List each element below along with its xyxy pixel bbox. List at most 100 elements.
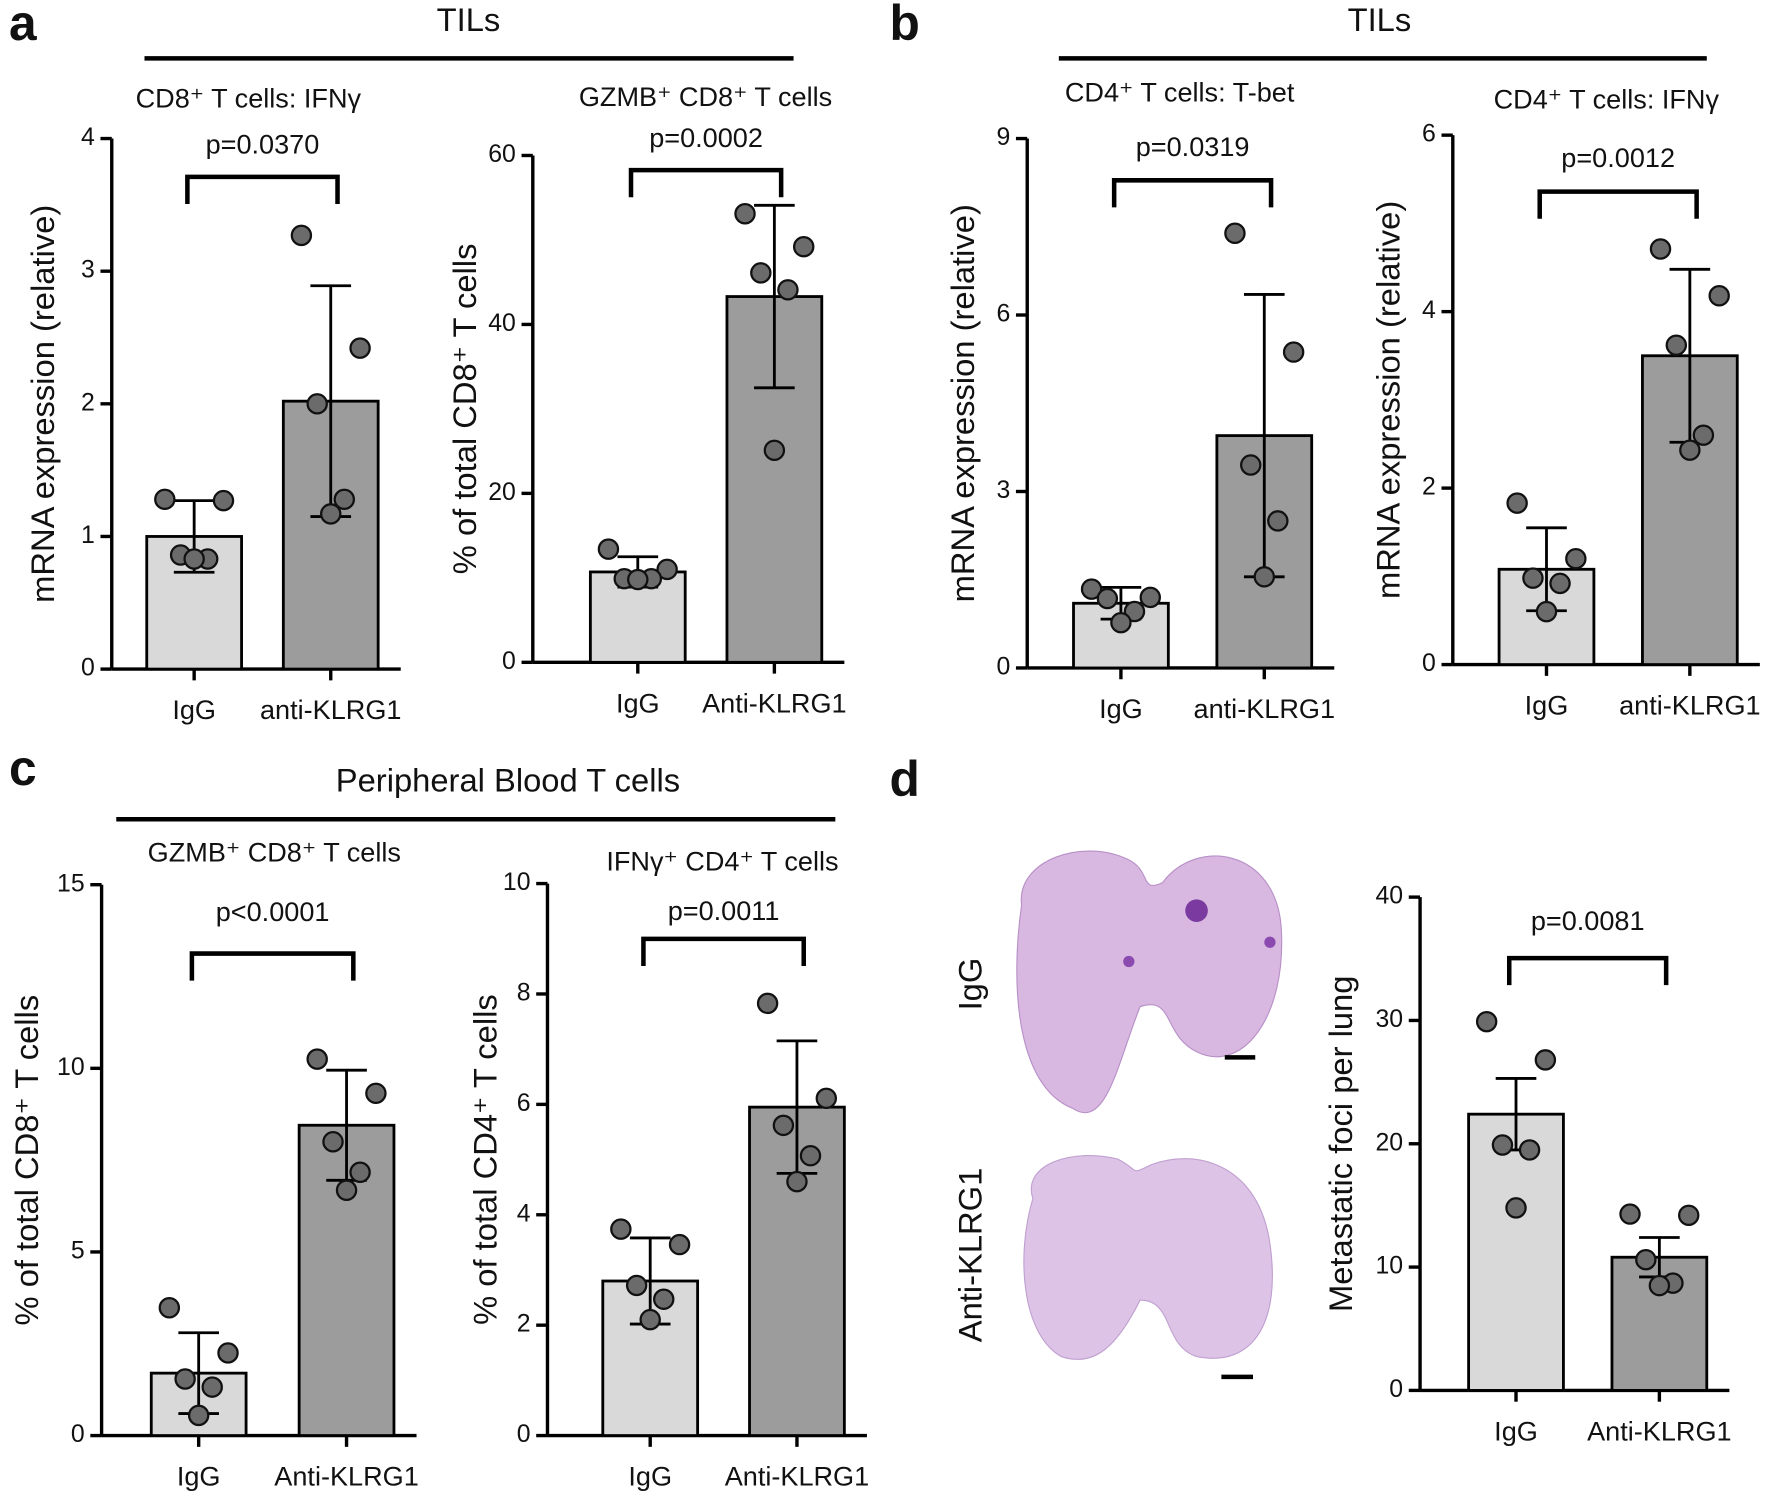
data-point	[1475, 1010, 1498, 1033]
y-tick-label: 0	[71, 1421, 85, 1448]
y-tick-label: 30	[1376, 1006, 1404, 1033]
panel-label: c	[9, 740, 37, 796]
data-point	[1282, 341, 1305, 363]
data-point	[793, 235, 815, 258]
data-point	[306, 1048, 328, 1070]
data-point	[365, 1082, 387, 1105]
chart: 0 2 4 6 CD4⁺ T cells: IFNγ mRNA expression (r…	[1369, 83, 1760, 720]
data-point	[217, 1342, 239, 1364]
data-point	[1692, 424, 1715, 446]
chart: 0 2 4 6 8 10 IFNγ⁺ CD4⁺ T cells % of total CD4⁺…	[466, 845, 869, 1491]
data-point	[1123, 600, 1146, 623]
significance-bracket	[1111, 178, 1274, 208]
y-tick-label: 8	[517, 980, 531, 1007]
y-axis-label: % of total CD4⁺ T cells	[466, 994, 503, 1325]
error-bar	[754, 203, 795, 390]
y-tick-label: 0	[502, 648, 516, 675]
data-point	[1240, 454, 1262, 476]
data-point	[212, 489, 235, 512]
y-axis-label: mRNA expression (relative)	[944, 204, 981, 602]
y-tick-label: 4	[81, 124, 95, 151]
y-tick-label: 6	[996, 301, 1010, 328]
data-point	[756, 992, 779, 1015]
data-point	[1535, 600, 1558, 623]
data-point	[349, 337, 371, 359]
data-point	[306, 393, 328, 415]
data-point	[1139, 586, 1161, 609]
y-tick-label: 1	[81, 522, 95, 549]
p-value: p=0.0012	[1561, 142, 1675, 173]
data-point	[1506, 492, 1528, 514]
chart: 0 10 20 30 40 Metastatic foci per lung IgG Anti…	[1322, 883, 1732, 1447]
significance-bracket	[628, 167, 784, 198]
data-point	[668, 1233, 691, 1256]
chart-title: IFNγ⁺ CD4⁺ T cells	[606, 845, 838, 876]
data-point	[201, 1376, 223, 1398]
chart: 0 3 6 9 CD4⁺ T cells: T-bet mRNA expression (…	[944, 77, 1335, 724]
data-point	[627, 568, 649, 591]
significance-bracket	[641, 936, 806, 966]
data-point	[1224, 222, 1246, 244]
chart: 0 20 40 60 GZMB⁺ CD8⁺ T cells % of total CD8⁺…	[446, 81, 847, 718]
data-point	[799, 1144, 822, 1167]
y-tick-label: 9	[996, 124, 1010, 151]
data-point	[158, 1297, 181, 1319]
data-point	[653, 1288, 675, 1310]
p-value: p=0.0370	[206, 129, 320, 160]
x-tick-label: IgG	[628, 1461, 672, 1492]
y-tick-label: 20	[488, 479, 516, 506]
significance-bracket	[1537, 189, 1699, 219]
x-tick-label: IgG	[616, 687, 660, 718]
y-tick-label: 40	[488, 310, 516, 337]
p-value: p=0.0081	[1531, 905, 1645, 936]
data-point	[1080, 578, 1103, 600]
y-tick-label: 2	[81, 389, 95, 416]
bar	[1610, 1255, 1709, 1392]
chart-title: CD4⁺ T cells: T-bet	[1065, 77, 1295, 108]
y-axis-label: % of total CD8⁺ T cells	[446, 244, 483, 575]
y-tick-label: 40	[1376, 883, 1404, 910]
y-tick-label: 3	[81, 257, 95, 284]
y-tick-label: 4	[517, 1200, 531, 1227]
data-point	[290, 224, 313, 247]
group-title: Peripheral Blood T cells	[336, 762, 680, 799]
data-point	[1708, 285, 1730, 307]
significance-bracket	[189, 951, 356, 981]
data-point	[1096, 587, 1119, 610]
y-axis-label: mRNA expression (relative)	[24, 205, 61, 603]
x-tick-label: IgG	[1099, 693, 1143, 724]
chart: 0 5 10 15 GZMB⁺ CD8⁺ T cells % of total CD8⁺ …	[8, 836, 419, 1491]
data-point	[1635, 1248, 1657, 1271]
data-point	[1267, 510, 1289, 532]
data-point	[656, 558, 678, 581]
data-point	[1253, 566, 1276, 588]
y-tick-label: 10	[57, 1054, 85, 1081]
x-tick-label: Anti-KLRG1	[274, 1461, 418, 1492]
data-point	[1518, 1139, 1541, 1161]
image-label: Anti-KLRG1	[952, 1168, 989, 1343]
y-tick-label: 0	[517, 1421, 531, 1448]
data-point	[1679, 439, 1701, 461]
x-tick-label: anti-KLRG1	[260, 694, 401, 725]
data-point	[1565, 547, 1587, 570]
panel-label: b	[890, 0, 920, 51]
bar	[1467, 1112, 1565, 1392]
y-tick-label: 20	[1376, 1129, 1404, 1156]
data-point	[786, 1170, 808, 1193]
data-point	[1534, 1049, 1557, 1071]
group-title: TILs	[1348, 1, 1412, 38]
data-point	[1649, 238, 1672, 260]
significance-bracket	[1506, 955, 1669, 986]
data-point	[597, 538, 620, 560]
y-tick-label: 6	[517, 1090, 531, 1117]
lesion	[1185, 899, 1208, 922]
data-point	[610, 1218, 632, 1240]
data-point	[187, 1404, 210, 1427]
y-tick-label: 6	[1422, 121, 1436, 148]
data-point	[349, 1161, 371, 1183]
x-tick-label: IgG	[1525, 690, 1569, 721]
lesion	[1123, 955, 1135, 968]
x-tick-label: IgG	[1494, 1415, 1538, 1446]
data-point	[1491, 1134, 1514, 1156]
data-point	[1678, 1204, 1700, 1227]
